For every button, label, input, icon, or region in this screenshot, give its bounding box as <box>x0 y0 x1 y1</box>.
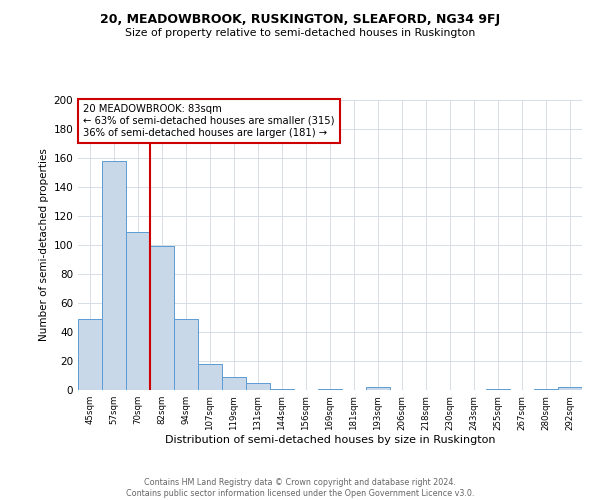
Bar <box>366 387 390 390</box>
Bar <box>222 377 246 390</box>
Bar <box>102 161 126 390</box>
Bar <box>486 388 510 390</box>
Bar <box>534 388 558 390</box>
Text: 20, MEADOWBROOK, RUSKINGTON, SLEAFORD, NG34 9FJ: 20, MEADOWBROOK, RUSKINGTON, SLEAFORD, N… <box>100 12 500 26</box>
X-axis label: Distribution of semi-detached houses by size in Ruskington: Distribution of semi-detached houses by … <box>165 436 495 446</box>
Bar <box>126 232 150 390</box>
Text: 20 MEADOWBROOK: 83sqm
← 63% of semi-detached houses are smaller (315)
36% of sem: 20 MEADOWBROOK: 83sqm ← 63% of semi-deta… <box>83 104 335 138</box>
Bar <box>318 388 342 390</box>
Bar <box>246 383 270 390</box>
Y-axis label: Number of semi-detached properties: Number of semi-detached properties <box>39 148 49 342</box>
Bar <box>198 364 222 390</box>
Bar <box>78 319 102 390</box>
Bar <box>270 388 294 390</box>
Text: Size of property relative to semi-detached houses in Ruskington: Size of property relative to semi-detach… <box>125 28 475 38</box>
Text: Contains HM Land Registry data © Crown copyright and database right 2024.
Contai: Contains HM Land Registry data © Crown c… <box>126 478 474 498</box>
Bar <box>174 319 198 390</box>
Bar <box>558 387 582 390</box>
Bar <box>150 246 174 390</box>
